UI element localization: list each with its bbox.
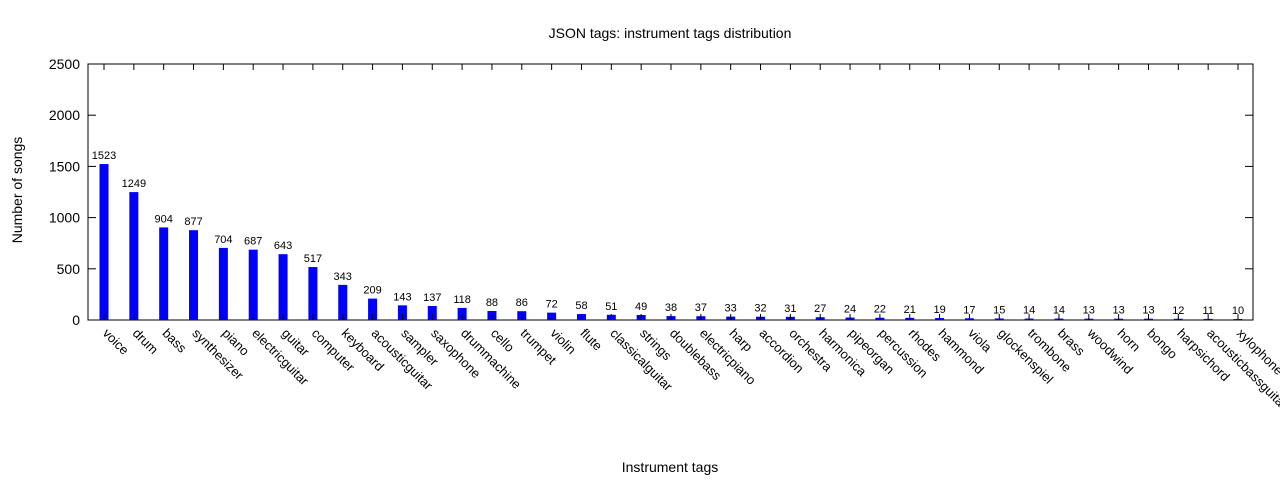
data-label: 14 bbox=[1023, 305, 1035, 317]
data-label: 11 bbox=[1202, 305, 1213, 317]
plot-frame bbox=[87, 63, 1254, 321]
data-label: 51 bbox=[605, 301, 617, 313]
data-label: 15 bbox=[993, 304, 1005, 316]
data-label: 27 bbox=[814, 303, 826, 315]
bar bbox=[368, 298, 378, 320]
bars-group bbox=[99, 64, 1243, 320]
bar bbox=[248, 249, 258, 320]
data-label: 12 bbox=[1172, 305, 1184, 317]
data-label: 1249 bbox=[122, 178, 146, 190]
data-label: 14 bbox=[1053, 305, 1065, 317]
bar bbox=[99, 164, 109, 320]
x-axis-label: Instrument tags bbox=[622, 459, 719, 475]
y-tick-label: 2000 bbox=[49, 107, 80, 123]
data-label: 137 bbox=[423, 292, 441, 304]
bar bbox=[218, 247, 228, 320]
data-label: 37 bbox=[695, 302, 707, 314]
bar bbox=[129, 192, 139, 320]
bar bbox=[159, 227, 169, 320]
data-label: 687 bbox=[244, 236, 262, 248]
category-label: flute bbox=[577, 326, 605, 354]
y-tick-label: 1000 bbox=[49, 210, 80, 226]
data-label: 24 bbox=[844, 304, 856, 316]
y-tick-label: 500 bbox=[57, 261, 81, 277]
data-label: 86 bbox=[516, 297, 528, 309]
data-label: 49 bbox=[635, 301, 647, 313]
data-label: 21 bbox=[904, 304, 916, 316]
bar bbox=[397, 305, 407, 320]
data-label: 58 bbox=[575, 300, 587, 312]
y-tick-label: 2500 bbox=[49, 56, 80, 72]
data-label: 13 bbox=[1142, 305, 1154, 317]
data-label: 118 bbox=[453, 294, 471, 306]
bar bbox=[308, 267, 318, 320]
data-label: 904 bbox=[155, 213, 173, 225]
data-label: 13 bbox=[1083, 305, 1095, 317]
chart-title: JSON tags: instrument tags distribution bbox=[549, 25, 792, 41]
data-label: 88 bbox=[486, 297, 498, 309]
data-label: 1523 bbox=[92, 150, 116, 162]
category-label: bass bbox=[160, 326, 190, 356]
data-label: 143 bbox=[393, 291, 411, 303]
data-label: 343 bbox=[334, 271, 352, 283]
bar bbox=[278, 254, 288, 320]
data-label: 643 bbox=[274, 240, 292, 252]
data-label: 33 bbox=[725, 303, 737, 315]
data-label: 17 bbox=[963, 304, 975, 316]
bar bbox=[427, 305, 437, 320]
y-axis-ticks: 0 500 1000 1500 2000 2500 bbox=[49, 56, 1253, 328]
data-label: 704 bbox=[214, 234, 232, 246]
data-label: 19 bbox=[933, 304, 945, 316]
data-label: 22 bbox=[874, 304, 886, 316]
data-label: 517 bbox=[304, 253, 322, 265]
category-label: voice bbox=[100, 326, 132, 358]
data-label: 877 bbox=[184, 216, 202, 228]
bar bbox=[457, 307, 467, 320]
data-label: 38 bbox=[665, 302, 677, 314]
data-label: 209 bbox=[363, 285, 381, 297]
bar bbox=[338, 284, 348, 320]
category-label: drum bbox=[130, 326, 162, 358]
data-label: 32 bbox=[754, 303, 766, 315]
data-label: 13 bbox=[1113, 305, 1125, 317]
data-label: 72 bbox=[546, 299, 558, 311]
y-tick-label: 1500 bbox=[49, 158, 80, 174]
data-label: 31 bbox=[784, 303, 796, 315]
bar bbox=[189, 230, 199, 320]
data-label: 10 bbox=[1232, 305, 1244, 317]
y-axis-label: Number of songs bbox=[9, 137, 25, 244]
y-tick-label: 0 bbox=[72, 312, 80, 328]
category-label: bongo bbox=[1144, 326, 1180, 362]
